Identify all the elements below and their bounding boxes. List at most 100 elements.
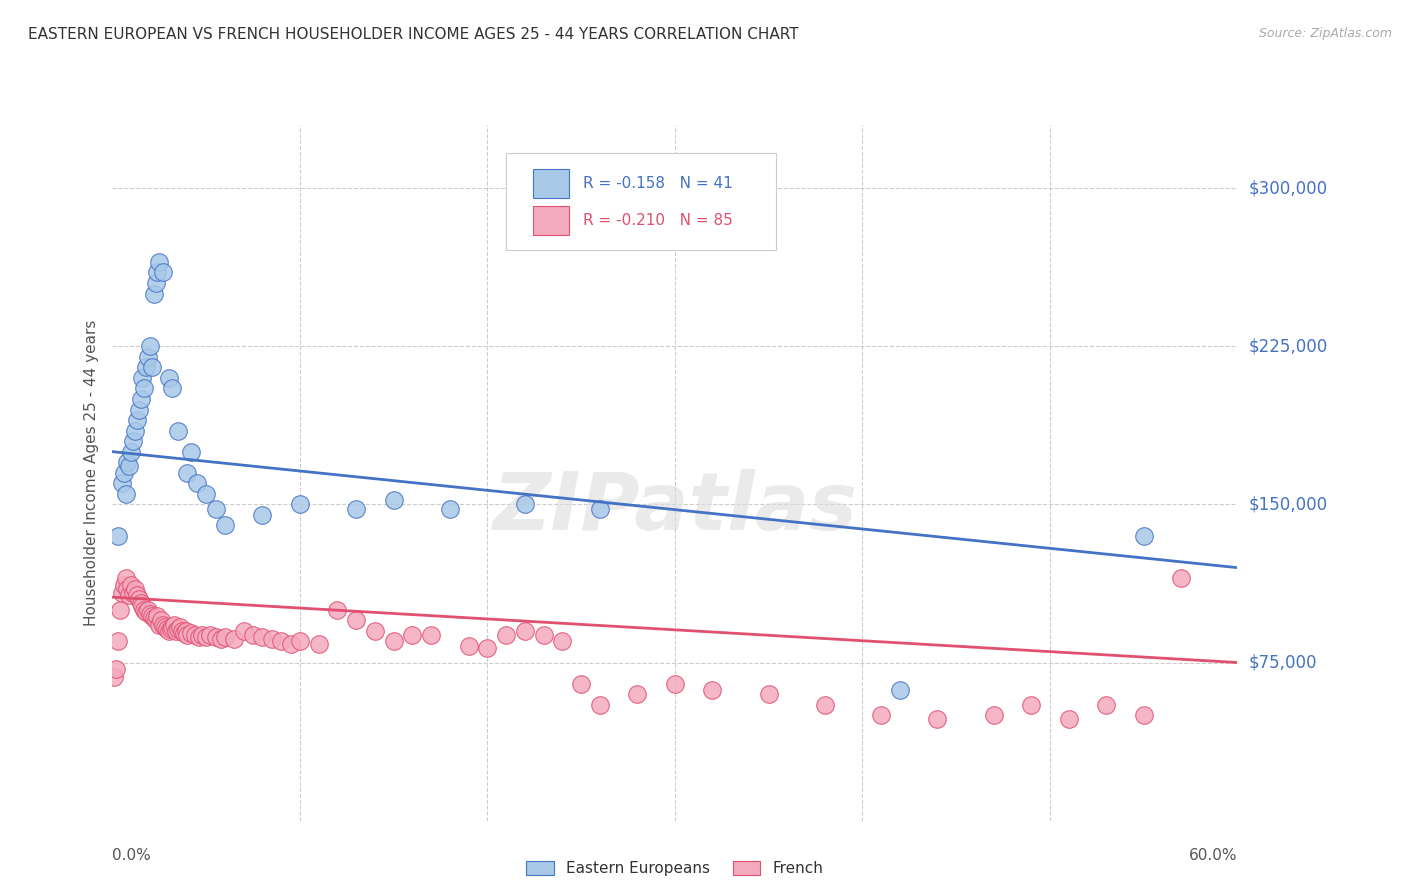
Point	[589, 501, 612, 516]
Point	[344, 501, 367, 516]
Point	[118, 588, 141, 602]
Legend: Eastern Europeans, French: Eastern Europeans, French	[520, 855, 830, 882]
Point	[232, 624, 254, 638]
Point	[162, 620, 184, 634]
Point	[150, 613, 173, 627]
Point	[120, 444, 142, 458]
FancyBboxPatch shape	[533, 205, 569, 235]
Point	[141, 360, 163, 375]
Point	[457, 639, 479, 653]
Text: $225,000: $225,000	[1249, 337, 1327, 355]
Text: Source: ZipAtlas.com: Source: ZipAtlas.com	[1258, 27, 1392, 40]
Text: $75,000: $75,000	[1249, 654, 1317, 672]
Point	[118, 459, 141, 474]
Point	[111, 476, 134, 491]
Point	[142, 611, 165, 625]
Point	[120, 577, 142, 591]
Text: ZIPatlas: ZIPatlas	[492, 468, 858, 547]
Point	[1019, 698, 1042, 712]
Text: $150,000: $150,000	[1249, 495, 1327, 514]
Point	[569, 676, 592, 690]
Point	[513, 624, 536, 638]
Point	[174, 624, 197, 638]
Point	[167, 424, 190, 438]
Point	[135, 360, 157, 375]
Point	[626, 687, 648, 701]
Point	[344, 613, 367, 627]
Point	[326, 603, 349, 617]
Point	[122, 586, 145, 600]
Point	[214, 518, 236, 533]
Point	[176, 628, 198, 642]
Point	[814, 698, 837, 712]
Text: EASTERN EUROPEAN VS FRENCH HOUSEHOLDER INCOME AGES 25 - 44 YEARS CORRELATION CHA: EASTERN EUROPEAN VS FRENCH HOUSEHOLDER I…	[28, 27, 799, 42]
Point	[128, 592, 150, 607]
Point	[870, 708, 893, 723]
Point	[176, 466, 198, 480]
Point	[157, 371, 180, 385]
Point	[927, 713, 949, 727]
Point	[139, 339, 162, 353]
Point	[702, 682, 724, 697]
Point	[105, 662, 128, 676]
Point	[136, 603, 159, 617]
Point	[664, 676, 686, 690]
Point	[1057, 713, 1080, 727]
Point	[146, 265, 169, 279]
Point	[180, 626, 202, 640]
Point	[148, 617, 170, 632]
Point	[162, 381, 184, 395]
Point	[117, 455, 139, 469]
Point	[142, 286, 165, 301]
Point	[242, 628, 264, 642]
Point	[184, 628, 207, 642]
Point	[364, 624, 387, 638]
Point	[1170, 571, 1192, 585]
Point	[495, 628, 517, 642]
Point	[1132, 529, 1154, 543]
Point	[156, 622, 179, 636]
Point	[288, 634, 311, 648]
Point	[551, 634, 574, 648]
Point	[141, 609, 163, 624]
Point	[122, 434, 145, 449]
Point	[187, 630, 209, 644]
Point	[131, 371, 153, 385]
Point	[152, 265, 174, 279]
FancyBboxPatch shape	[533, 169, 569, 198]
Point	[153, 620, 176, 634]
Point	[170, 624, 193, 638]
Point	[163, 617, 186, 632]
Point	[983, 708, 1005, 723]
Point	[280, 636, 302, 650]
Point	[131, 599, 153, 613]
Point	[134, 603, 156, 617]
Point	[107, 529, 129, 543]
Point	[129, 597, 152, 611]
Point	[1095, 698, 1118, 712]
Point	[125, 413, 148, 427]
Point	[145, 276, 167, 290]
Point	[513, 497, 536, 511]
Point	[114, 487, 136, 501]
Point	[477, 640, 499, 655]
Point	[214, 630, 236, 644]
Point	[195, 487, 218, 501]
Point	[180, 444, 202, 458]
Point	[252, 630, 274, 644]
Point	[152, 617, 174, 632]
Point	[382, 493, 405, 508]
Point	[169, 620, 191, 634]
Point	[124, 424, 146, 438]
Point	[204, 501, 226, 516]
Point	[159, 622, 181, 636]
Point	[146, 609, 169, 624]
Y-axis label: Householder Income Ages 25 - 44 years: Householder Income Ages 25 - 44 years	[83, 319, 98, 626]
FancyBboxPatch shape	[506, 153, 776, 250]
Point	[308, 636, 330, 650]
Point	[252, 508, 274, 522]
Point	[186, 476, 208, 491]
Point	[270, 634, 292, 648]
Point	[209, 632, 232, 647]
Point	[420, 628, 443, 642]
